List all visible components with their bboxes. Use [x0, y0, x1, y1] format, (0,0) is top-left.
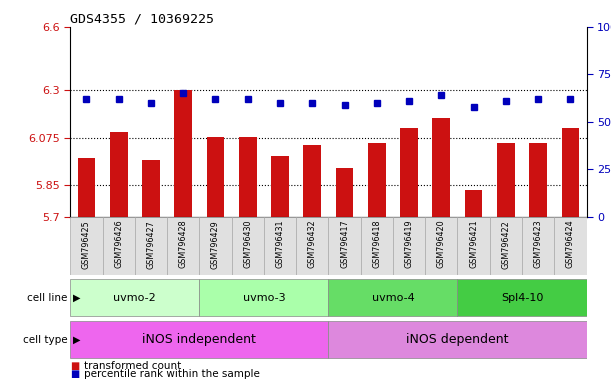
Bar [335, 169, 353, 217]
Bar [497, 143, 514, 217]
Bar [199, 279, 329, 316]
Text: iNOS dependent: iNOS dependent [406, 333, 509, 346]
Bar [360, 217, 393, 275]
Bar [199, 217, 232, 275]
Text: GSM796432: GSM796432 [308, 220, 316, 268]
Text: iNOS independent: iNOS independent [142, 333, 256, 346]
Bar [232, 217, 264, 275]
Text: percentile rank within the sample: percentile rank within the sample [84, 369, 260, 379]
Bar [562, 128, 579, 217]
Bar [142, 160, 160, 217]
Text: uvmo-3: uvmo-3 [243, 293, 285, 303]
Bar [70, 279, 199, 316]
Text: ▶: ▶ [73, 335, 81, 345]
Bar [554, 217, 587, 275]
Bar [458, 279, 587, 316]
Bar [393, 217, 425, 275]
Bar [400, 128, 418, 217]
Text: ▶: ▶ [73, 293, 81, 303]
Bar [304, 145, 321, 217]
Text: GSM796417: GSM796417 [340, 220, 349, 268]
Text: GSM796427: GSM796427 [147, 220, 155, 268]
Text: ■: ■ [70, 369, 79, 379]
Text: uvmo-2: uvmo-2 [114, 293, 156, 303]
Text: GSM796424: GSM796424 [566, 220, 575, 268]
Text: GSM796426: GSM796426 [114, 220, 123, 268]
Bar [174, 90, 192, 217]
Text: uvmo-4: uvmo-4 [371, 293, 414, 303]
Text: GSM796425: GSM796425 [82, 220, 91, 268]
Bar [296, 217, 329, 275]
Bar [458, 217, 490, 275]
Text: transformed count: transformed count [84, 361, 181, 371]
Text: GSM796418: GSM796418 [372, 220, 381, 268]
Bar [465, 190, 483, 217]
Text: ■: ■ [70, 361, 79, 371]
Bar [271, 156, 289, 217]
Text: Spl4-10: Spl4-10 [501, 293, 543, 303]
Bar [529, 143, 547, 217]
Text: GSM796431: GSM796431 [276, 220, 285, 268]
Bar [103, 217, 135, 275]
Bar [70, 217, 103, 275]
Text: GSM796421: GSM796421 [469, 220, 478, 268]
Bar [329, 217, 360, 275]
Bar [78, 158, 95, 217]
Text: GSM796420: GSM796420 [437, 220, 446, 268]
Bar [70, 321, 329, 358]
Text: cell line: cell line [27, 293, 67, 303]
Bar [433, 118, 450, 217]
Bar [490, 217, 522, 275]
Text: cell type: cell type [23, 335, 67, 345]
Text: GSM796428: GSM796428 [178, 220, 188, 268]
Text: GSM796419: GSM796419 [404, 220, 414, 268]
Bar [368, 143, 386, 217]
Bar [425, 217, 458, 275]
Text: GSM796422: GSM796422 [502, 220, 510, 268]
Bar [167, 217, 199, 275]
Text: GSM796423: GSM796423 [533, 220, 543, 268]
Bar [239, 137, 257, 217]
Bar [522, 217, 554, 275]
Bar [110, 132, 128, 217]
Bar [264, 217, 296, 275]
Text: GDS4355 / 10369225: GDS4355 / 10369225 [70, 13, 214, 26]
Bar [135, 217, 167, 275]
Bar [329, 279, 458, 316]
Text: GSM796429: GSM796429 [211, 220, 220, 268]
Bar [329, 321, 587, 358]
Text: GSM796430: GSM796430 [243, 220, 252, 268]
Bar [207, 137, 224, 217]
